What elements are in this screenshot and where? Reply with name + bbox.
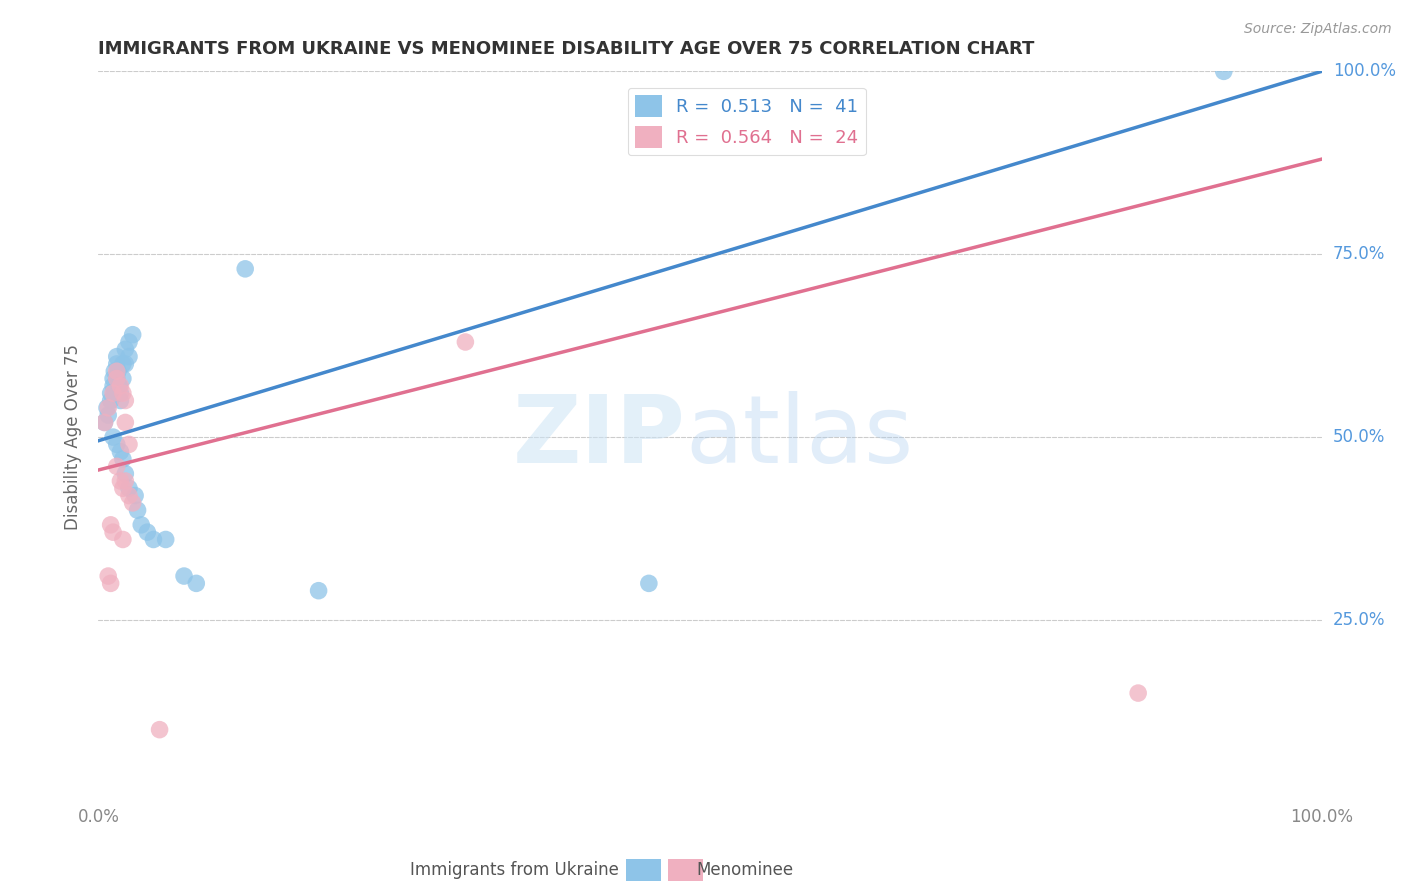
- Point: [118, 350, 141, 364]
- Point: [111, 371, 134, 385]
- Point: [637, 576, 661, 591]
- Point: [105, 350, 128, 364]
- Text: 100.0%: 100.0%: [1333, 62, 1396, 80]
- Text: ZIP: ZIP: [513, 391, 686, 483]
- Text: 75.0%: 75.0%: [1333, 245, 1385, 263]
- Point: [121, 327, 143, 342]
- Point: [233, 261, 256, 276]
- Y-axis label: Disability Age Over 75: Disability Age Over 75: [65, 344, 83, 530]
- Point: [173, 569, 195, 583]
- Text: 25.0%: 25.0%: [1333, 611, 1385, 629]
- Point: [105, 357, 128, 371]
- Legend: R =  0.513   N =  41, R =  0.564   N =  24: R = 0.513 N = 41, R = 0.564 N = 24: [627, 87, 866, 155]
- Point: [111, 481, 134, 495]
- Point: [114, 416, 136, 430]
- Point: [101, 430, 124, 444]
- Point: [110, 386, 132, 401]
- Point: [103, 364, 125, 378]
- Point: [142, 533, 165, 547]
- Point: [454, 334, 477, 349]
- Point: [101, 525, 124, 540]
- Point: [110, 379, 132, 393]
- Point: [129, 517, 152, 532]
- Point: [105, 459, 128, 474]
- Point: [111, 452, 134, 467]
- Point: [118, 437, 141, 451]
- Text: Immigrants from Ukraine: Immigrants from Ukraine: [409, 861, 619, 879]
- Point: [111, 357, 134, 371]
- Text: Source: ZipAtlas.com: Source: ZipAtlas.com: [1244, 22, 1392, 37]
- Point: [1212, 64, 1234, 78]
- Point: [155, 533, 177, 547]
- Point: [100, 386, 122, 401]
- Text: 50.0%: 50.0%: [1333, 428, 1385, 446]
- Point: [110, 474, 132, 488]
- Point: [101, 386, 124, 401]
- Point: [118, 489, 141, 503]
- Point: [103, 386, 125, 401]
- Point: [110, 393, 132, 408]
- Point: [111, 386, 134, 401]
- Point: [186, 576, 208, 591]
- Point: [114, 467, 136, 481]
- Point: [93, 416, 115, 430]
- Point: [121, 496, 143, 510]
- Point: [97, 401, 120, 415]
- Point: [105, 437, 128, 451]
- Point: [96, 401, 118, 415]
- Point: [114, 393, 136, 408]
- Point: [118, 334, 141, 349]
- Point: [118, 481, 141, 495]
- Point: [127, 503, 149, 517]
- Point: [101, 379, 124, 393]
- Point: [149, 723, 172, 737]
- Point: [105, 364, 128, 378]
- Point: [114, 357, 136, 371]
- Point: [101, 371, 124, 385]
- Point: [100, 576, 122, 591]
- Point: [1128, 686, 1150, 700]
- Point: [100, 393, 122, 408]
- Point: [97, 408, 120, 422]
- Point: [308, 583, 330, 598]
- Text: IMMIGRANTS FROM UKRAINE VS MENOMINEE DISABILITY AGE OVER 75 CORRELATION CHART: IMMIGRANTS FROM UKRAINE VS MENOMINEE DIS…: [98, 40, 1035, 58]
- Text: atlas: atlas: [686, 391, 914, 483]
- Point: [111, 533, 134, 547]
- Point: [136, 525, 159, 540]
- Point: [105, 371, 128, 385]
- Point: [107, 364, 129, 378]
- Point: [100, 517, 122, 532]
- Point: [124, 489, 146, 503]
- Point: [97, 569, 120, 583]
- Point: [114, 474, 136, 488]
- Point: [110, 444, 132, 458]
- Point: [108, 379, 131, 393]
- Point: [93, 416, 115, 430]
- Point: [114, 343, 136, 357]
- Text: Menominee: Menominee: [696, 861, 793, 879]
- Point: [105, 371, 128, 385]
